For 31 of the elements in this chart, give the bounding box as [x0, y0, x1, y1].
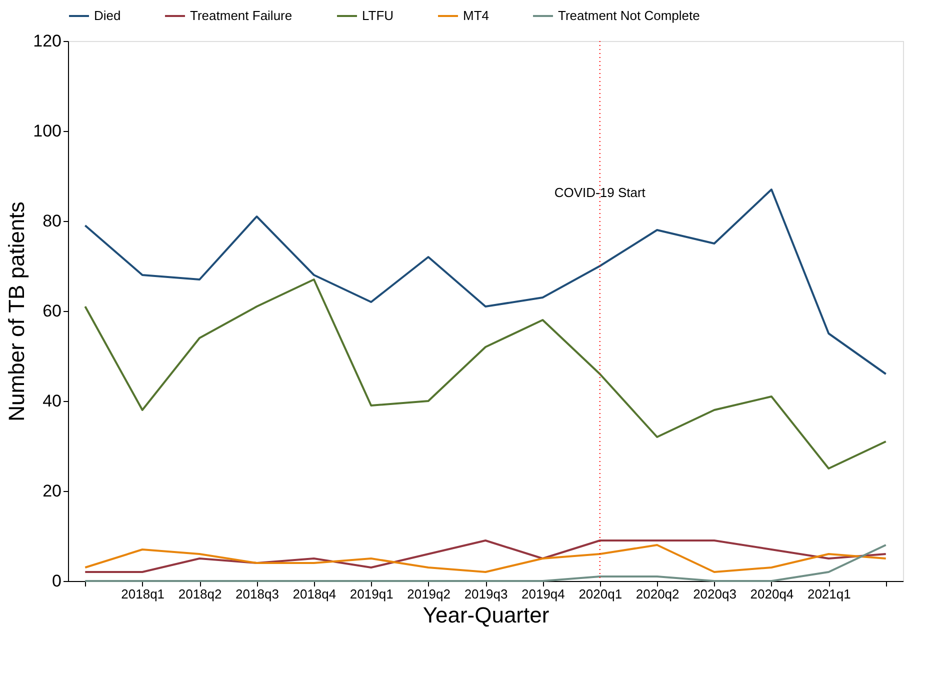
y-tick-label: 20 — [42, 482, 62, 500]
y-axis-title: Number of TB patients — [4, 202, 30, 422]
x-tick-label: 2018q3 — [236, 586, 279, 602]
y-tick-label: 80 — [42, 212, 62, 230]
x-tick-label: 2018q1 — [121, 586, 165, 602]
x-tick-label: 2019q3 — [464, 586, 508, 602]
x-tick-label: 2020q3 — [693, 586, 736, 602]
x-tick-label: 2018q4 — [292, 586, 336, 602]
x-tick-label: 2018q2 — [178, 586, 222, 602]
x-tick-label: 2019q1 — [350, 586, 394, 602]
y-tick-label: 40 — [42, 392, 62, 410]
x-tick-label: 2021q1 — [807, 586, 851, 602]
line-series — [84, 544, 887, 582]
x-tick-label: 2020q1 — [578, 586, 622, 602]
x-tick-label: 2020q2 — [636, 586, 680, 602]
x-tick-label: 2019q2 — [407, 586, 451, 602]
x-tick-label: 2019q4 — [521, 586, 565, 602]
line-series — [84, 278, 887, 470]
ref-line-label: COVID-19 Start — [554, 185, 646, 200]
legend-label: Died — [94, 8, 121, 23]
legend-label: Treatment Not Complete — [558, 8, 700, 23]
legend-label: Treatment Failure — [190, 8, 292, 23]
line-series — [84, 188, 887, 375]
y-tick-label: 0 — [52, 572, 62, 590]
x-axis-title: Year-Quarter — [422, 602, 550, 628]
legend-label: MT4 — [463, 8, 489, 23]
legend-label: LTFU — [362, 8, 394, 23]
y-tick-label: 120 — [33, 32, 62, 50]
y-tick-label: 100 — [33, 122, 62, 140]
x-tick-label: 2020q4 — [750, 586, 794, 602]
y-tick-label: 60 — [42, 302, 62, 320]
